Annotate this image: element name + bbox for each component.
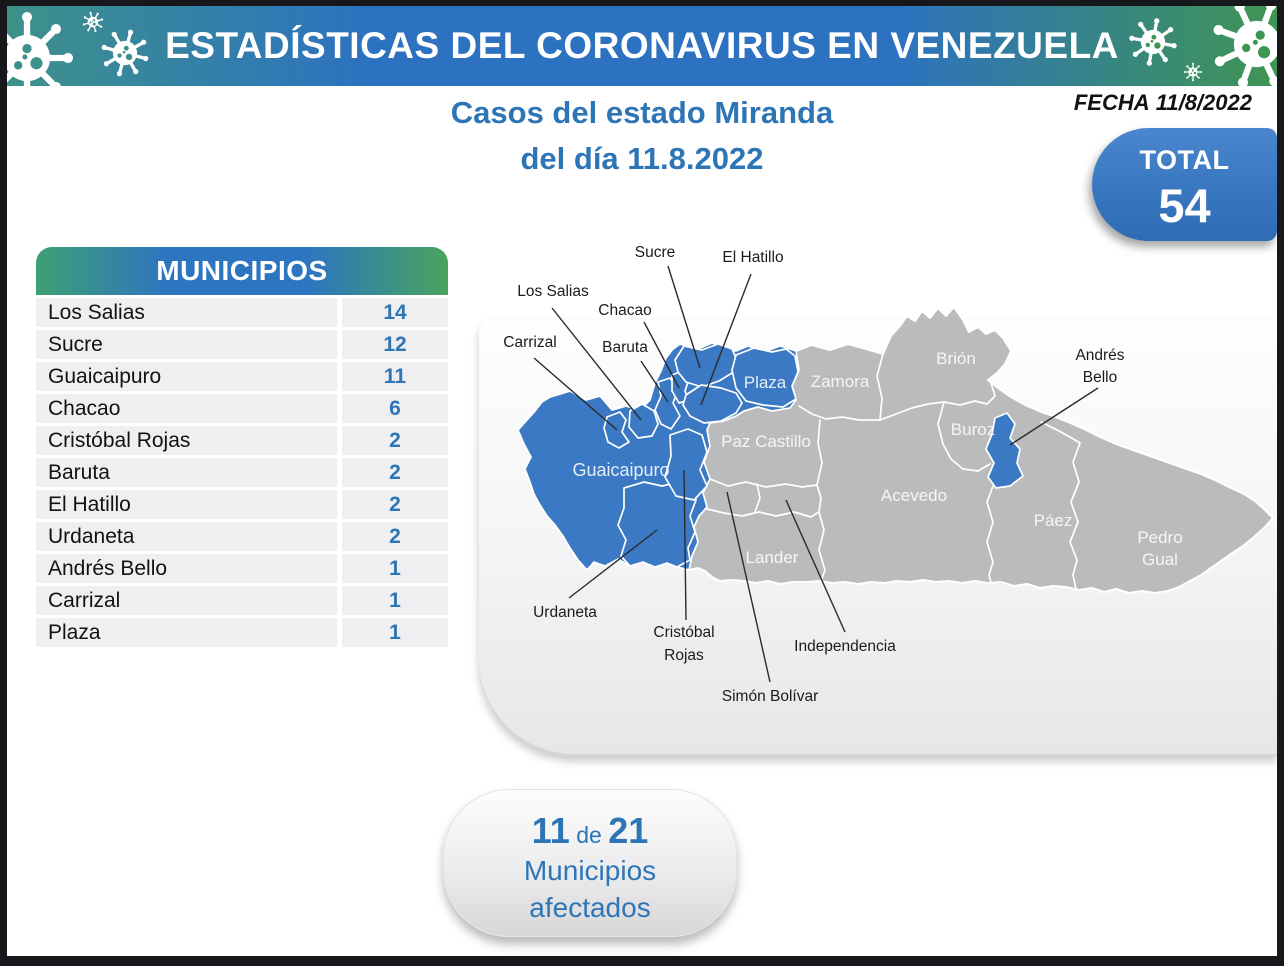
callout-label-simon-bolivar: Simón Bolívar (722, 688, 818, 705)
date-value: 11/8/2022 (1155, 90, 1252, 115)
municipality-cases: 2 (342, 490, 448, 519)
table-row: Chacao 6 (36, 394, 448, 423)
date-caption: FECHA (1073, 90, 1150, 115)
page-title: Casos del estado Miranda del día 11.8.20… (0, 90, 1284, 182)
municipality-name: Carrizal (36, 586, 337, 615)
municipality-el-hatillo (682, 384, 743, 424)
header-banner: ESTADÍSTICAS DEL CORONAVIRUS EN VENEZUEL… (7, 6, 1277, 86)
municipality-cases: 11 (342, 362, 448, 391)
callout-label-urdaneta: Urdaneta (533, 604, 597, 621)
callout-line-sucre (667, 265, 701, 369)
total-badge: TOTAL 54 (1092, 128, 1277, 241)
municipality-name: Chacao (36, 394, 337, 423)
summary-connector: de (576, 822, 602, 848)
municipality-cases: 2 (342, 426, 448, 455)
municipality-plaza (731, 347, 799, 408)
callout-line-independencia (785, 499, 846, 633)
municipality-cases: 6 (342, 394, 448, 423)
table-row: Carrizal 1 (36, 586, 448, 615)
municipality-cases: 1 (342, 618, 448, 647)
total-label: TOTAL (1139, 145, 1230, 175)
summary-line2: Municipios (523, 855, 657, 886)
total-value: 54 (1158, 179, 1211, 232)
callout-label-baruta: Baruta (602, 339, 648, 356)
callout-line-chacao (643, 321, 680, 389)
summary-affected-count: 11 (531, 810, 570, 851)
callout-label-cristobal-rojas: Cristóbal Rojas (653, 624, 714, 664)
summary-count: 11 de 21 (444, 810, 736, 852)
municipality-cases: 1 (342, 554, 448, 583)
summary-pill: 11 de 21 Municipios afectados (443, 789, 737, 937)
callout-line-baruta (640, 360, 669, 403)
municipality-name: El Hatillo (36, 490, 337, 519)
region-label-brion: Brión (936, 349, 976, 368)
callout-label-el-hatillo: El Hatillo (722, 249, 783, 266)
frame-left (0, 0, 7, 966)
header-title: ESTADÍSTICAS DEL CORONAVIRUS EN VENEZUEL… (165, 25, 1119, 66)
callout-label-los-salias: Los Salias (517, 283, 589, 300)
region-label-lander: Lander (746, 548, 799, 567)
summary-line3: afectados (529, 892, 651, 923)
municipality-cases: 1 (342, 586, 448, 615)
callout-label-carrizal: Carrizal (503, 334, 556, 351)
callout-line-urdaneta (568, 529, 658, 599)
municipality-cases: 12 (342, 330, 448, 359)
municipality-name: Los Salias (36, 298, 337, 327)
page-title-line2: del día 11.8.2022 (520, 141, 764, 176)
callout-line-cristobal-rojas (683, 469, 687, 621)
table-row: El Hatillo 2 (36, 490, 448, 519)
region-label-acevedo: Acevedo (881, 486, 947, 505)
miranda-map: Plaza Zamora Brión Buroz Paz Castillo Gu… (503, 244, 1274, 705)
table-row: Urdaneta 2 (36, 522, 448, 551)
region-label-paez: Páez (1034, 511, 1073, 530)
region-label-zamora: Zamora (811, 372, 870, 391)
callout-label-sucre: Sucre (635, 244, 676, 261)
table-row: Cristóbal Rojas 2 (36, 426, 448, 455)
municipality-cases: 14 (342, 298, 448, 327)
page-title-line1: Casos del estado Miranda (450, 95, 834, 130)
region-label-plaza: Plaza (744, 373, 787, 392)
municipality-name: Baruta (36, 458, 337, 487)
summary-total-count: 21 (608, 810, 649, 851)
municipality-cristobal-rojas (664, 428, 708, 501)
date-label: FECHA 11/8/2022 (1074, 90, 1252, 116)
region-label-buroz: Buroz (951, 420, 995, 439)
municipality-name: Guaicaipuro (36, 362, 337, 391)
frame-bottom (0, 956, 1284, 966)
municipality-name: Sucre (36, 330, 337, 359)
table-row: Sucre 12 (36, 330, 448, 359)
frame-top (0, 0, 1284, 6)
region-label-paz-castillo: Paz Castillo (721, 432, 811, 451)
municipality-name: Urdaneta (36, 522, 337, 551)
table-row: Andrés Bello 1 (36, 554, 448, 583)
municipality-name: Andrés Bello (36, 554, 337, 583)
callout-line-carrizal (533, 357, 618, 431)
region-label-guaicaipuro: Guaicaipuro (572, 460, 669, 480)
callout-line-el-hatillo (700, 273, 752, 406)
callout-lines (533, 265, 1099, 683)
callout-line-simon-bolivar (726, 491, 771, 683)
frame-right (1277, 0, 1284, 966)
table-row: Guaicaipuro 11 (36, 362, 448, 391)
municipios-table-header: MUNICIPIOS (36, 247, 448, 295)
callout-label-chacao: Chacao (598, 302, 651, 319)
table-row: Plaza 1 (36, 618, 448, 647)
callout-line-andres-bello (1009, 387, 1099, 446)
table-row: Baruta 2 (36, 458, 448, 487)
municipality-cases: 2 (342, 458, 448, 487)
municipality-cases: 2 (342, 522, 448, 551)
municipality-andres-bello (985, 412, 1024, 489)
table-row: Los Salias 14 (36, 298, 448, 327)
municipality-borders (706, 353, 1081, 590)
municipality-name: Cristóbal Rojas (36, 426, 337, 455)
callout-label-independencia: Independencia (794, 638, 896, 655)
municipality-name: Plaza (36, 618, 337, 647)
municipios-table: Los Salias 14 Sucre 12 Guaicaipuro 11 Chaca… (36, 298, 448, 650)
callout-line-los-salias (551, 307, 642, 421)
callout-label-andres-bello: Andrés Bello (1075, 347, 1124, 386)
region-label-pedro-gual: Pedro Gual (1137, 528, 1182, 569)
municipality-los-salias (628, 403, 659, 439)
